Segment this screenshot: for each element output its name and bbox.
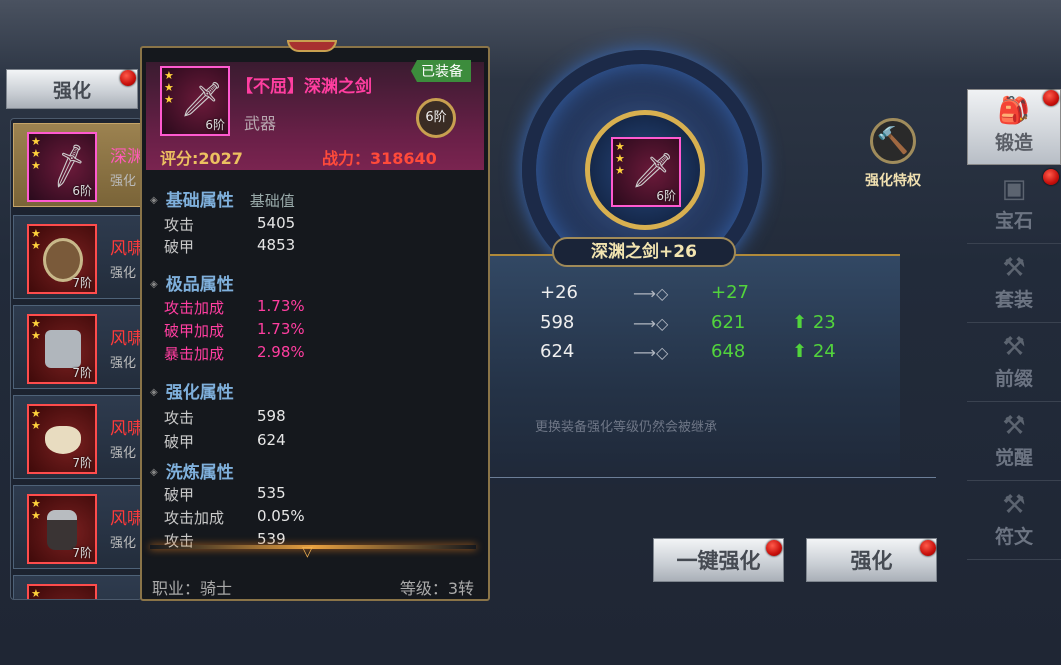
section-title: 极品属性 (150, 270, 234, 295)
backpack-icon: 🎒 (997, 96, 1031, 126)
tooltip-header: ★ ★ ★ 🗡 6阶 【不屈】深渊之剑 武器 已装备 6阶 评分:2027 战力：318… (146, 60, 484, 170)
arrow-right-icon: ⟶◇ (633, 284, 669, 303)
up-arrow-icon: ⬆ (792, 341, 808, 362)
list-item[interactable]: ★ ★ 7阶 风啸 强化 (13, 305, 141, 389)
tab-label: 强化 (52, 79, 91, 102)
stat-current: 598 (540, 312, 575, 333)
anvil-icon: ⚒ (1002, 411, 1026, 441)
star-icon: ★ ★ ★ (31, 135, 41, 172)
stat-next: 621 (711, 312, 746, 333)
armor-icon: ★ ★ 7阶 (27, 314, 97, 384)
helmet-icon: ★ ★ 7阶 (27, 404, 97, 474)
list-item[interactable]: ★★★🗡6阶 深渊之剑 强化 (13, 123, 141, 207)
stats-panel (480, 254, 900, 484)
stat-current: 624 (540, 341, 575, 362)
divider (480, 477, 936, 478)
enhance-button[interactable]: 强化 (806, 538, 937, 582)
list-item[interactable]: ★ ★ 7阶 风啸 强化 (13, 395, 141, 479)
chest-icon: ▣ (1001, 174, 1027, 204)
notification-dot (1043, 169, 1059, 185)
item-nameplate: 深渊之剑+26 (552, 237, 736, 267)
tier-badge: 6阶 (416, 98, 456, 138)
item-name: 【不屈】深渊之剑 (236, 77, 372, 97)
scroll-divider (150, 545, 476, 549)
item-type: 武器 (244, 114, 277, 133)
item-icon: ★ (27, 584, 97, 599)
level-label: 等级：3转 (399, 579, 474, 598)
ornament-icon (287, 40, 337, 52)
sword-icon: ★ ★ ★ 🗡 6阶 (27, 132, 97, 202)
shield-icon: ★ ★ 7阶 (27, 224, 97, 294)
notification-dot (920, 540, 936, 556)
hammer-icon: 🔨 (870, 118, 916, 164)
tab-rune[interactable]: ⚒ 符文 (967, 484, 1061, 560)
gauntlet-icon: ★ ★ 7阶 (27, 494, 97, 564)
selected-item-icon[interactable]: ★ ★ ★ 🗡 6阶 (611, 137, 681, 207)
list-item[interactable]: ★ ★ 7阶 风啸 强化 (13, 485, 141, 569)
job-label: 职业：骑士 (152, 579, 233, 598)
inherit-note: 更换装备强化等级仍然会被继承 (535, 420, 718, 435)
tab-enhance[interactable]: 强化 (6, 69, 138, 109)
notification-dot (120, 70, 136, 86)
stat-current: +26 (540, 282, 578, 303)
stat-next: +27 (711, 282, 749, 303)
sword-icon: ★ ★ ★ 🗡 6阶 (160, 66, 230, 136)
tab-gem[interactable]: ▣ 宝石 (967, 168, 1061, 244)
section-title: 洗炼属性 (150, 458, 234, 483)
list-item[interactable]: ★ ★ 7阶 风啸 强化 (13, 215, 141, 299)
notification-dot (766, 540, 782, 556)
tab-awaken[interactable]: ⚒ 觉醒 (967, 405, 1061, 481)
tab-prefix[interactable]: ⚒ 前缀 (967, 326, 1061, 402)
combat-power: 战力：318640 (322, 149, 437, 168)
list-item[interactable]: ★ (13, 575, 141, 599)
score: 评分:2027 (160, 149, 243, 168)
up-arrow-icon: ⬆ (792, 312, 808, 333)
arrow-right-icon: ⟶◇ (633, 343, 669, 362)
stat-increase: ⬆ 24 (792, 341, 836, 362)
anvil-icon: ⚒ (1002, 253, 1026, 283)
chevron-down-icon[interactable]: ▽ (302, 544, 313, 560)
auto-enhance-button[interactable]: 一键强化 (653, 538, 784, 582)
tab-set[interactable]: ⚒ 套装 (967, 247, 1061, 323)
section-title: 强化属性 (150, 378, 234, 403)
arrow-right-icon: ⟶◇ (633, 314, 669, 333)
stat-next: 648 (711, 341, 746, 362)
anvil-icon: ⚒ (1002, 332, 1026, 362)
enhance-privilege-button[interactable]: 🔨 强化特权 (855, 118, 931, 190)
item-tooltip: ★ ★ ★ 🗡 6阶 【不屈】深渊之剑 武器 已装备 6阶 评分:2027 战力：318… (140, 40, 490, 601)
stat-increase: ⬆ 23 (792, 312, 836, 333)
equipped-badge: 已装备 (411, 60, 471, 82)
anvil-icon: ⚒ (1002, 490, 1026, 520)
equipment-list[interactable]: ★★★🗡6阶 深渊之剑 强化 ★★7阶 风啸 强化 ★★7阶 风啸 强化 ★★7… (10, 118, 142, 600)
notification-dot (1043, 90, 1059, 106)
